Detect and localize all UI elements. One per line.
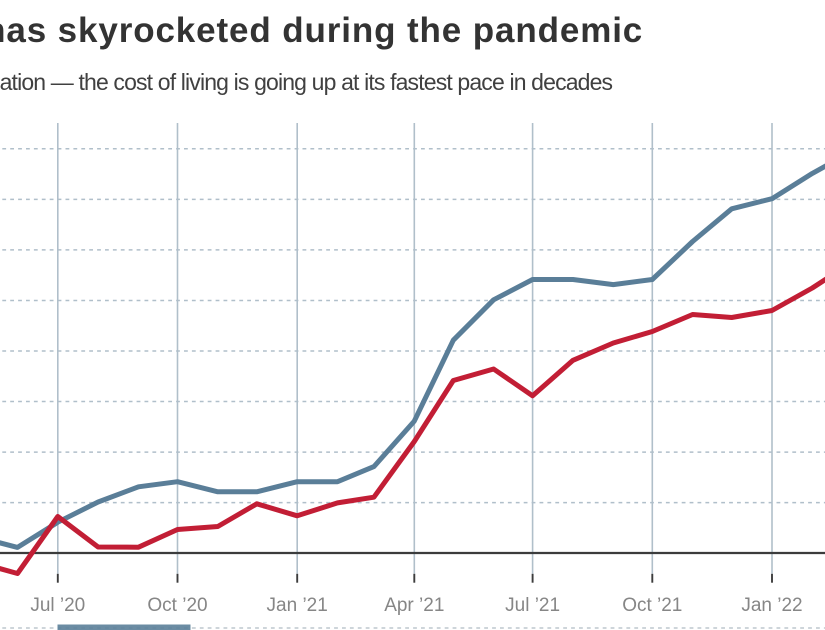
svg-text:It's not just inflation — the: It's not just inflation — the cost of li… (0, 69, 613, 95)
svg-text:Oct ’20: Oct ’20 (147, 595, 207, 616)
svg-text:Apr ’21: Apr ’21 (384, 595, 444, 616)
svg-text:Jan ’22: Jan ’22 (741, 595, 802, 616)
svg-text:Inflation has skyrocketed duri: Inflation has skyrocketed during the pan… (0, 11, 643, 50)
svg-text:Oct ’21: Oct ’21 (622, 595, 682, 616)
svg-text:Jan ’21: Jan ’21 (267, 595, 328, 616)
svg-text:Jul ’20: Jul ’20 (30, 595, 85, 616)
svg-text:Jul ’21: Jul ’21 (505, 595, 560, 616)
